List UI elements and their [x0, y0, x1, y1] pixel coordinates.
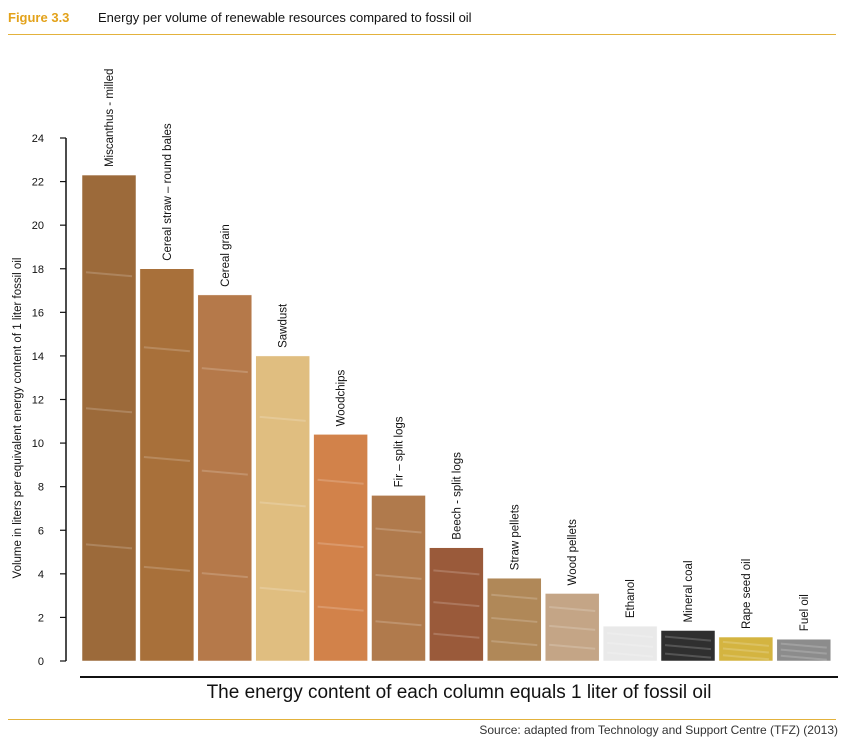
bar-texture — [143, 565, 190, 572]
bar — [429, 547, 484, 662]
bar-texture — [491, 593, 538, 600]
bar-texture — [201, 469, 248, 476]
bar-texture — [780, 642, 827, 649]
bar-texture — [375, 620, 422, 627]
bar — [197, 294, 253, 662]
y-tick-label: 2 — [38, 612, 44, 624]
y-tick-label: 6 — [38, 525, 44, 537]
bar-category-label: Rape seed oil — [741, 559, 753, 629]
bar-category-label: Cereal grain — [220, 224, 232, 287]
bar-texture — [491, 640, 538, 647]
y-tick-label: 8 — [38, 482, 44, 494]
bar-texture — [722, 640, 769, 647]
bar-texture — [549, 624, 596, 631]
bar-texture — [491, 616, 538, 623]
bar-texture — [780, 654, 827, 661]
bar-texture — [259, 415, 306, 422]
bar-category-label: Fuel oil — [799, 594, 811, 631]
bar-texture — [85, 543, 133, 550]
bar-texture — [85, 407, 133, 414]
bar-texture — [433, 569, 480, 576]
bar — [602, 625, 658, 662]
y-tick-label: 4 — [38, 569, 44, 581]
bar-category-label: Beech - split logs — [451, 452, 463, 540]
chart-baseline — [80, 676, 838, 678]
bar-texture — [607, 641, 654, 648]
bar-texture — [433, 601, 480, 608]
source-text: Source: adapted from Technology and Supp… — [479, 723, 838, 737]
bar — [718, 636, 774, 662]
bar — [776, 638, 832, 662]
figure-title: Energy per volume of renewable resources… — [98, 10, 472, 25]
bar-texture — [317, 478, 364, 485]
bar-texture — [780, 648, 827, 655]
bar-texture — [607, 651, 654, 658]
bar — [487, 577, 542, 662]
bar-texture — [549, 605, 596, 612]
y-tick-label: 16 — [32, 307, 44, 319]
bar-texture — [722, 654, 769, 661]
figure-number: Figure 3.3 — [8, 10, 70, 25]
bar-texture — [375, 573, 422, 580]
bar-texture — [375, 527, 422, 534]
bar-texture — [664, 635, 712, 642]
y-tick-label: 0 — [38, 656, 44, 668]
bar — [371, 495, 426, 662]
bar-texture — [259, 586, 306, 593]
bar-texture — [85, 271, 133, 278]
bar-texture — [317, 542, 364, 549]
bar-category-label: Sawdust — [278, 303, 290, 348]
bar — [139, 268, 195, 662]
y-tick-label: 14 — [32, 351, 44, 363]
chart-note: The energy content of each column equals… — [206, 682, 712, 703]
figure-header: Figure 3.3 Energy per volume of renewabl… — [8, 10, 836, 32]
bar-texture — [143, 346, 190, 353]
bar — [313, 434, 368, 662]
y-tick-label: 22 — [32, 177, 44, 189]
bar-texture — [549, 643, 596, 650]
y-tick-label: 10 — [32, 438, 44, 450]
y-tick-label: 24 — [32, 133, 44, 145]
bar-texture — [201, 572, 248, 579]
y-tick-label: 18 — [32, 264, 44, 276]
bar-texture — [201, 367, 248, 374]
bar-texture — [664, 644, 712, 651]
footer-rule — [8, 719, 836, 720]
y-tick-label: 12 — [32, 395, 44, 407]
header-rule — [8, 34, 836, 35]
bar-texture — [259, 501, 306, 508]
bar-texture — [433, 632, 480, 639]
bar-category-label: Cereal straw – round bales — [162, 123, 174, 261]
bar-category-label: Miscanthus - milled — [104, 69, 116, 167]
bar-category-label: Fir – split logs — [394, 416, 406, 487]
y-tick-label: 20 — [32, 220, 44, 232]
bar-texture — [143, 456, 190, 463]
bar — [660, 630, 716, 662]
bar-category-label: Wood pellets — [567, 519, 579, 586]
bar-category-label: Ethanol — [625, 579, 637, 618]
bar — [255, 355, 310, 662]
bar-texture — [317, 605, 364, 612]
bar-category-label: Straw pellets — [509, 504, 521, 570]
bar — [81, 174, 137, 662]
bar-texture — [664, 652, 712, 659]
bar — [544, 593, 600, 662]
bar-category-label: Woodchips — [336, 369, 348, 426]
bar-category-label: Mineral coal — [683, 560, 695, 622]
bar-texture — [722, 647, 769, 654]
bar-texture — [607, 632, 654, 639]
